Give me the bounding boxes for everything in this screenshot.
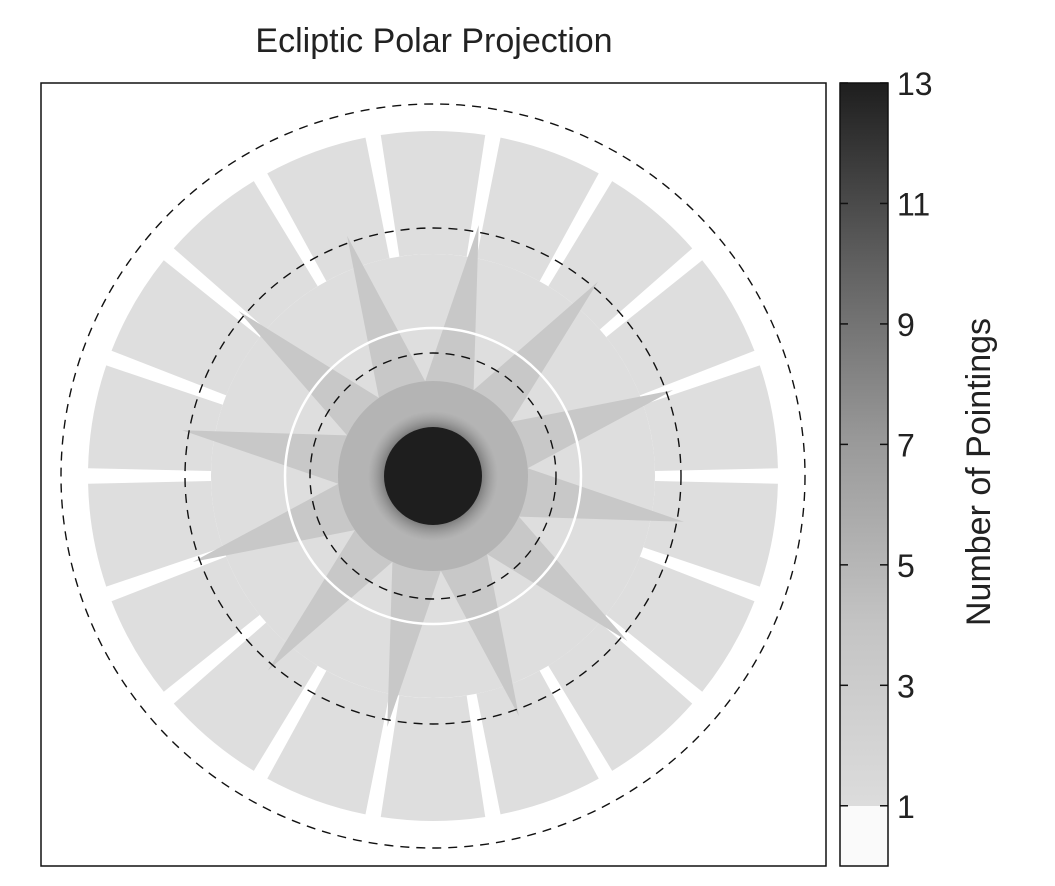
colorbar-tick-label: 3 <box>897 668 915 704</box>
core-disc <box>384 427 482 525</box>
colorbar-tick-label: 13 <box>897 66 933 102</box>
outer-tile <box>548 622 693 771</box>
outer-tile <box>267 670 390 815</box>
outer-tile <box>267 137 390 282</box>
colorbar-frame <box>839 82 889 867</box>
dashed-circle <box>184 227 682 725</box>
polar-map <box>60 103 806 849</box>
colorbar-tick-label: 7 <box>897 427 915 463</box>
colorbar-tick-label: 1 <box>897 789 915 825</box>
dashed-circle <box>60 103 806 849</box>
outer-tile <box>548 181 693 330</box>
outer-tile <box>111 260 260 396</box>
colorbar-low-bin <box>840 806 888 866</box>
outer-tile <box>380 131 486 257</box>
outer-tile <box>643 365 778 472</box>
colorbar-tick-label: 9 <box>897 307 915 343</box>
outer-tile <box>476 137 599 282</box>
outer-tile <box>643 480 778 587</box>
colorbar-label: Number of Pointings <box>960 318 998 626</box>
outer-tile <box>606 556 755 692</box>
outer-tile <box>88 365 223 472</box>
white-ring <box>283 326 583 626</box>
outer-tile <box>606 260 755 396</box>
dashed-circle <box>309 352 557 600</box>
colorbar-tick-label: 11 <box>897 186 930 222</box>
chart-title: Ecliptic Polar Projection <box>255 22 612 60</box>
outer-tile <box>380 695 486 821</box>
outer-tile <box>173 181 318 330</box>
outer-tile <box>476 670 599 815</box>
outer-tile <box>88 480 223 587</box>
outer-tile <box>111 556 260 692</box>
colorbar-tick-label: 5 <box>897 548 915 584</box>
outer-tile <box>173 622 318 771</box>
